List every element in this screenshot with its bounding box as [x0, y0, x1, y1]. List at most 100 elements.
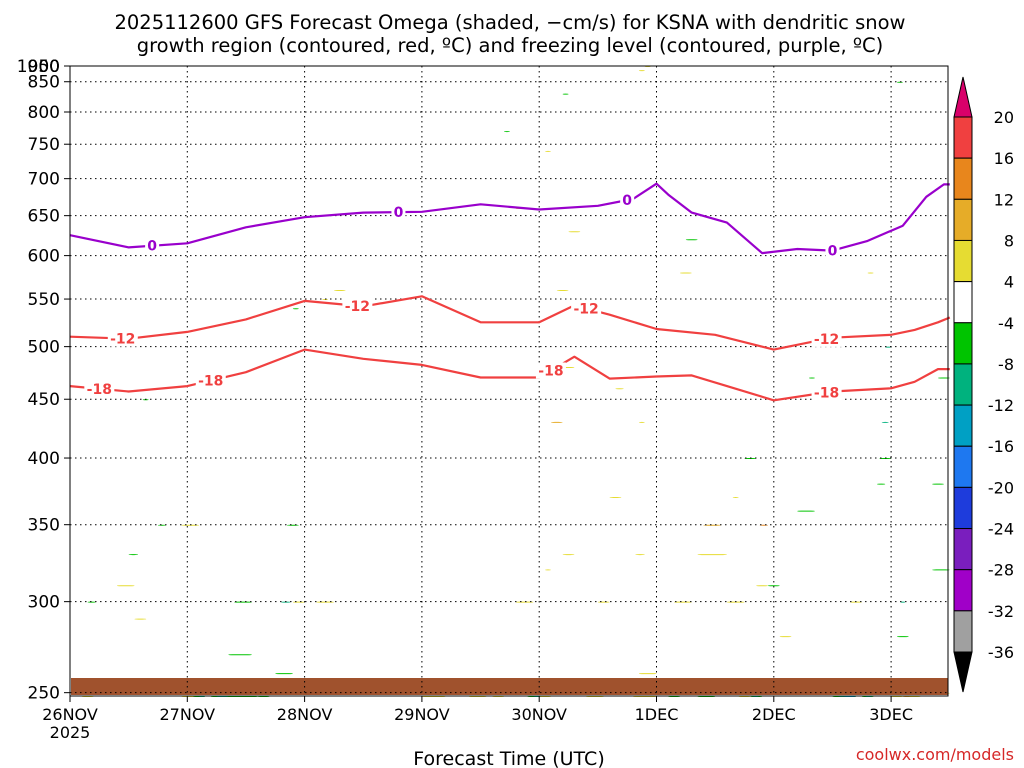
credit-text: coolwx.com/models — [856, 745, 1014, 764]
omega-region — [116, 585, 135, 587]
omega-region — [732, 496, 739, 498]
x-tick-label: 27NOV — [160, 705, 216, 724]
contour-label-bg — [620, 192, 635, 209]
contour-label: 0 — [394, 205, 404, 221]
contour-label: 0 — [147, 239, 157, 255]
y-tick-label: 400 — [28, 449, 60, 469]
colorbar-segment — [953, 281, 973, 324]
x-axis-label: Forecast Time (UTC) — [413, 748, 604, 768]
omega-region — [932, 569, 950, 571]
omega-region — [674, 601, 692, 603]
omega-region — [228, 654, 252, 656]
plot-frame — [69, 65, 949, 697]
contour-label: -12 — [814, 332, 839, 348]
contour-label: -18 — [87, 382, 112, 398]
colorbar-segment — [953, 322, 973, 365]
y-tick-label: 850 — [28, 73, 60, 93]
x-tick-label: 2DEC — [752, 705, 796, 724]
omega-region — [615, 388, 624, 390]
colorbar-tick-label: -36 — [988, 643, 1014, 662]
colorbar-tick-label: 8 — [1004, 231, 1014, 250]
omega-region — [679, 272, 692, 274]
omega-region — [292, 308, 299, 310]
colorbar-segment — [953, 445, 973, 488]
colorbar-segment — [953, 363, 973, 406]
contour-label: -18 — [814, 385, 839, 401]
y-tick-label: 950 — [28, 57, 60, 77]
contour-label-bg — [825, 242, 840, 259]
omega-region — [808, 377, 815, 379]
omega-region — [287, 524, 299, 526]
contour-line — [69, 182, 950, 255]
omega-region — [128, 554, 139, 556]
colorbar-segment — [953, 198, 973, 241]
contour-label: -12 — [573, 302, 598, 318]
y-tick-label: 750 — [28, 135, 60, 155]
omega-region — [638, 70, 645, 72]
omega-region — [685, 239, 698, 241]
omega-region — [562, 554, 575, 556]
contour-label-bg — [571, 300, 602, 317]
omega-region — [609, 496, 622, 498]
colorbar-tick-label: -28 — [988, 561, 1014, 580]
omega-region — [638, 421, 645, 423]
colorbar-tick-label: -32 — [988, 602, 1014, 621]
chart-subtitle: growth region (contoured, red, ºC) and f… — [137, 34, 884, 57]
contour-label: 0 — [828, 244, 838, 260]
x-tick-label: 1DEC — [635, 705, 679, 724]
contour-label-bg — [811, 384, 842, 401]
contour-label: -18 — [198, 374, 223, 390]
contour-label: -12 — [110, 332, 135, 348]
y-tick-label: 900 — [28, 57, 60, 77]
contour-label-bg — [535, 362, 566, 379]
omega-region — [504, 131, 510, 133]
contour-label-bg — [391, 204, 406, 221]
colorbar-bottom-arrow — [953, 651, 973, 693]
y-tick-label: 700 — [28, 170, 60, 190]
omega-region — [87, 601, 96, 603]
colorbar-tick-label: 20 — [994, 108, 1014, 127]
omega-region — [635, 554, 645, 556]
omega-region — [767, 585, 780, 587]
omega-region — [932, 483, 944, 485]
y-tick-label: 550 — [28, 290, 60, 310]
contour-label: -12 — [345, 299, 370, 315]
contour-label: 0 — [622, 193, 632, 209]
contour-label-bg — [107, 330, 138, 347]
colorbar-tick-label: -12 — [988, 396, 1014, 415]
contour-label-bg — [195, 372, 226, 389]
omega-region — [234, 601, 252, 603]
contour-label-bg — [342, 297, 373, 314]
colorbar-tick-label: -4 — [998, 314, 1014, 333]
omega-region — [333, 290, 346, 292]
colorbar-segment — [953, 528, 973, 571]
omega-region — [896, 636, 909, 638]
colorbar-segment — [953, 569, 973, 612]
omega-region — [638, 673, 657, 675]
contour-label-bg — [145, 237, 160, 254]
colorbar: 20 16 12 8 4 -4 -8 -12 -16 -20 -24 -28 -32 -36 — [953, 76, 1014, 693]
x-tick-label: 3DEC — [869, 705, 913, 724]
y-tick-label: 250 — [28, 684, 60, 704]
omega-region — [568, 231, 581, 233]
contour-line — [69, 348, 950, 402]
y-tick-label: 1000 — [17, 57, 60, 77]
colorbar-tick-label: 16 — [994, 149, 1014, 168]
colorbar-segment — [953, 239, 973, 283]
omega-region — [881, 421, 889, 423]
x-tick-label: 29NOV — [394, 705, 450, 724]
omega-region — [938, 377, 950, 379]
omega-region — [697, 554, 727, 556]
chart-title: 2025112600 GFS Forecast Omega (shaded, −… — [114, 11, 905, 34]
colorbar-tick-label: 4 — [1004, 273, 1014, 292]
omega-region — [896, 81, 903, 83]
x-tick-label: 28NOV — [277, 705, 333, 724]
omega-region — [545, 569, 551, 571]
colorbar-tick-label: -16 — [988, 437, 1014, 456]
grid-lines — [69, 65, 948, 696]
colorbar-top-arrow — [953, 76, 973, 118]
y-tick-label: 350 — [28, 516, 60, 536]
omega-region — [562, 93, 569, 95]
y-tick-label: 600 — [28, 247, 60, 267]
